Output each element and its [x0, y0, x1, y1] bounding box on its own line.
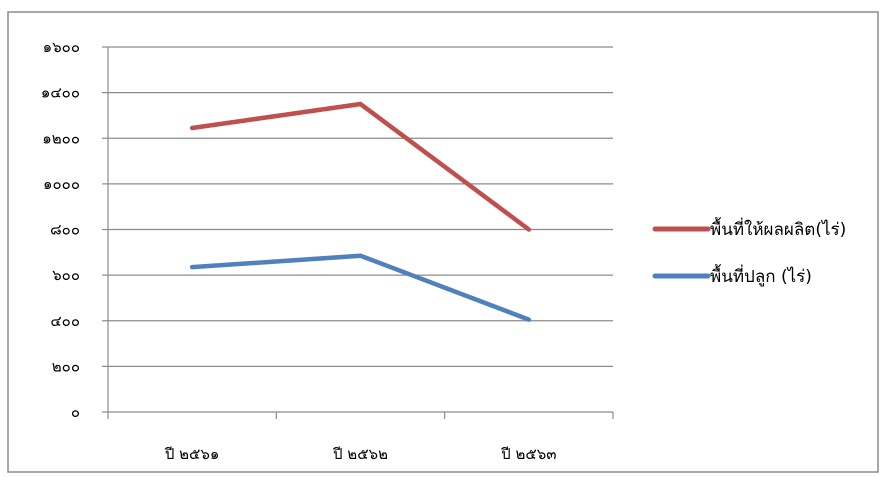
- series-1-point: [360, 255, 361, 257]
- grid-lines: [108, 46, 613, 367]
- y-tick-label: ๐: [71, 403, 80, 421]
- y-tick-label: ๑๖๐๐: [43, 38, 80, 56]
- chart-border: [7, 11, 879, 473]
- legend-label-0: พื้นที่ให้ผลผลิต(ไร่): [710, 217, 846, 240]
- series-1-point: [528, 319, 530, 321]
- legend-label-1: พื้นที่ปลูก (ไร่): [710, 264, 812, 287]
- x-tick-label: ปี ๒๕๖๒: [332, 445, 388, 463]
- y-tick-label: ๑๐๐๐: [43, 175, 80, 193]
- series-1-point: [191, 266, 193, 268]
- y-tick-label: ๖๐๐: [52, 266, 80, 284]
- legend: พื้นที่ให้ผลผลิต(ไร่) พื้นที่ปลูก (ไร่): [652, 217, 846, 287]
- series-0-point: [191, 127, 193, 129]
- series-0-point: [528, 229, 530, 230]
- y-tick-label: ๔๐๐: [50, 312, 80, 330]
- y-tick-label: ๘๐๐: [50, 221, 80, 239]
- x-tick-label: ปี ๒๕๖๑: [164, 445, 220, 463]
- y-tick-label: ๑๔๐๐: [41, 84, 80, 102]
- x-tick-label: ปี ๒๕๖๓: [500, 445, 556, 463]
- y-tick-label: ๑๒๐๐: [42, 129, 80, 147]
- series-0-point: [360, 103, 361, 105]
- y-axis-tick-labels: ๐ ๒๐๐ ๔๐๐ ๖๐๐ ๘๐๐ ๑๐๐๐ ๑๒๐๐ ๑๔๐๐ ๑๖๐๐: [41, 38, 80, 421]
- x-axis-tick-labels: ปี ๒๕๖๑ ปี ๒๕๖๒ ปี ๒๕๖๓: [164, 445, 557, 463]
- axes: [102, 46, 614, 419]
- series-lines: [189, 101, 532, 322]
- y-tick-label: ๒๐๐: [52, 357, 80, 375]
